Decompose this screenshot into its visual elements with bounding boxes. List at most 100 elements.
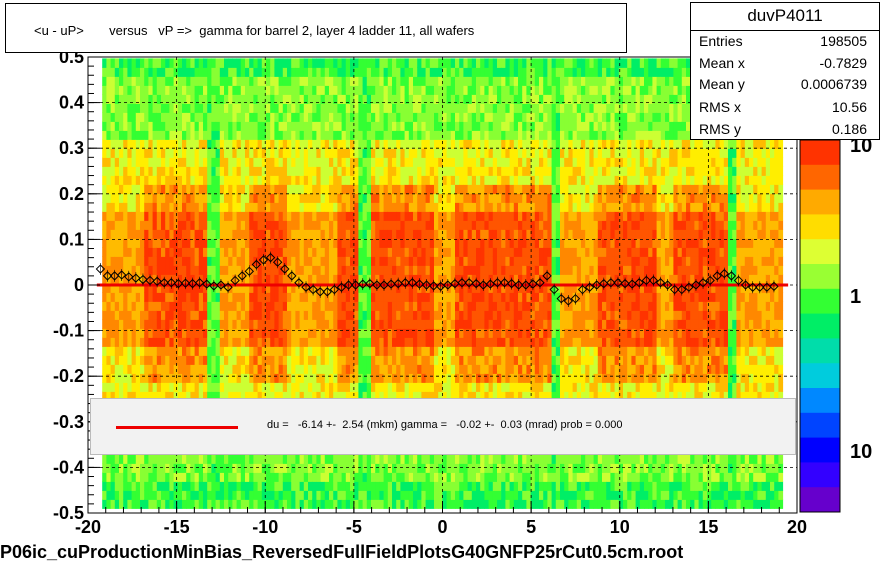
heatmap-cell (240, 58, 246, 68)
heatmap-cell (219, 121, 225, 131)
heatmap-cell (362, 166, 368, 176)
heatmap-cell (471, 175, 477, 185)
heatmap-cell (261, 256, 267, 266)
heatmap-cell (312, 481, 317, 491)
heatmap-cell (228, 130, 233, 140)
heatmap-cell (471, 301, 477, 311)
heatmap-cell (257, 67, 263, 77)
heatmap-cell (207, 283, 212, 293)
heatmap-cell (421, 67, 427, 77)
heatmap-cell (396, 148, 401, 158)
heatmap-cell (413, 373, 418, 383)
heatmap-cell (501, 301, 506, 311)
heatmap-cell (383, 463, 389, 473)
heatmap-cell (333, 166, 338, 176)
heatmap-cell (173, 382, 179, 392)
heatmap-cell (442, 274, 448, 284)
heatmap-cell (203, 211, 208, 221)
heatmap-cell (501, 139, 506, 149)
heatmap-cell (324, 247, 330, 257)
heatmap-cell (165, 310, 170, 320)
heatmap-cell (375, 76, 380, 86)
heatmap-cell (438, 463, 443, 473)
heatmap-cell (379, 121, 385, 131)
heatmap-cell (471, 103, 477, 113)
heatmap-cell (492, 256, 498, 266)
heatmap-cell (387, 337, 393, 347)
heatmap-cell (488, 202, 494, 212)
heatmap-cell (421, 139, 427, 149)
heatmap-cell (484, 193, 490, 203)
heatmap-cell (177, 67, 183, 77)
heatmap-cell (266, 148, 271, 158)
heatmap-cell (467, 58, 473, 68)
heatmap-cell (224, 148, 229, 158)
heatmap-cell (375, 157, 380, 167)
heatmap-cell (408, 211, 414, 221)
heatmap-cell (165, 238, 170, 248)
heatmap-cell (182, 112, 187, 122)
heatmap-cell (442, 292, 448, 302)
heatmap-cell (417, 166, 422, 176)
heatmap-cell (387, 265, 393, 275)
heatmap-cell (194, 94, 200, 104)
heatmap-cell (257, 310, 263, 320)
heatmap-cell (476, 58, 481, 68)
heatmap-cell (299, 121, 305, 131)
heatmap-cell (219, 490, 225, 500)
heatmap-cell (127, 139, 133, 149)
heatmap-cell (333, 85, 338, 95)
heatmap-cell (324, 157, 330, 167)
heatmap-cell (429, 94, 435, 104)
heatmap-cell (438, 139, 443, 149)
heatmap-cell (266, 211, 271, 221)
heatmap-cell (425, 472, 431, 482)
heatmap-cell (135, 130, 141, 140)
heatmap-cell (497, 346, 502, 356)
heatmap-cell (156, 157, 162, 167)
heatmap-cell (169, 373, 175, 383)
heatmap-cell (152, 76, 158, 86)
heatmap-cell (253, 292, 259, 302)
heatmap-cell (366, 103, 372, 113)
heatmap-cell (400, 472, 406, 482)
heatmap-cell (425, 157, 431, 167)
heatmap-cell (387, 202, 393, 212)
heatmap-cell (119, 364, 124, 374)
heatmap-cell (333, 346, 338, 356)
heatmap-cell (379, 229, 385, 239)
heatmap-cell (396, 355, 401, 365)
heatmap-cell (274, 94, 280, 104)
heatmap-cell (316, 220, 322, 230)
heatmap-cell (236, 481, 242, 491)
heatmap-cell (375, 229, 380, 239)
heatmap-cell (387, 454, 393, 464)
heatmap-cell (245, 157, 250, 167)
heatmap-cell (387, 283, 393, 293)
heatmap-cell (404, 103, 410, 113)
heatmap-cell (392, 175, 397, 185)
heatmap-cell (140, 67, 145, 77)
heatmap-cell (425, 490, 431, 500)
heatmap-cell (211, 256, 217, 266)
heatmap-cell (455, 238, 460, 248)
heatmap-cell (463, 364, 469, 374)
heatmap-cell (463, 166, 469, 176)
heatmap-cell (429, 346, 435, 356)
heatmap-cell (501, 184, 506, 194)
heatmap-cell (488, 373, 494, 383)
heatmap-cell (190, 139, 196, 149)
heatmap-cell (190, 346, 196, 356)
heatmap-cell (513, 211, 519, 221)
heatmap-cell (345, 472, 351, 482)
heatmap-cell (308, 382, 313, 392)
heatmap-cell (182, 301, 187, 311)
heatmap-cell (396, 247, 401, 257)
heatmap-cell (505, 391, 511, 401)
heatmap-cell (198, 499, 204, 509)
heatmap-cell (249, 247, 254, 257)
heatmap-cell (144, 301, 149, 311)
heatmap-cell (270, 157, 275, 167)
heatmap-cell (123, 319, 128, 329)
heatmap-cell (476, 85, 481, 95)
